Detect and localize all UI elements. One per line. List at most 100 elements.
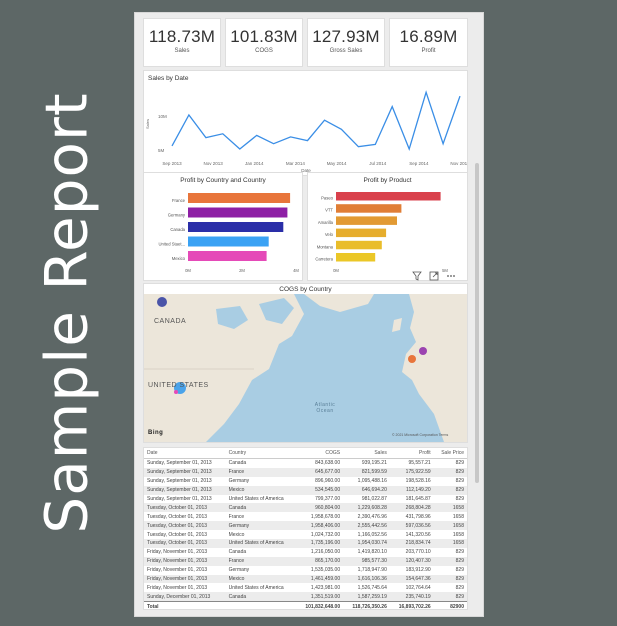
filter-icon[interactable] <box>412 271 422 281</box>
map-bubble[interactable] <box>157 297 167 307</box>
table-cell: 960,804.00 <box>296 503 344 513</box>
page-scrollbar[interactable] <box>475 163 479 483</box>
table-row[interactable]: Sunday, September 01, 2013 United States … <box>144 495 467 504</box>
table-cell: Friday, November 01, 2013 <box>147 549 208 556</box>
table-cell: 829 <box>433 574 467 584</box>
bar[interactable] <box>336 228 387 238</box>
table-cell: 1,958,406.00 <box>296 521 344 531</box>
x-tick-label: 0M <box>185 268 191 273</box>
table-cell: 1658 <box>452 531 464 538</box>
cogs-by-country-visual[interactable]: COGS by Country CANADA UNITED STATES Atl… <box>143 283 468 443</box>
sales-series-line[interactable] <box>171 90 461 151</box>
table-cell: Germany <box>228 478 250 485</box>
kpi-card-cogs[interactable]: 101.83M COGS <box>225 18 303 67</box>
kpi-label: Sales <box>174 48 190 54</box>
x-tick-label: Jan 2014 <box>245 161 264 166</box>
map-label-us: UNITED STATES <box>148 382 209 389</box>
map-bubble[interactable] <box>174 390 178 394</box>
column-header-sale-price[interactable]: Sale Price <box>433 448 467 459</box>
bar[interactable] <box>188 251 267 261</box>
table-row[interactable]: Sunday, September 01, 2013 Canada 843,638.… <box>144 459 467 468</box>
table-cell: Mexico <box>228 531 245 538</box>
column-header-cogs[interactable]: COGS <box>296 448 344 459</box>
table-row[interactable]: Friday, November 01, 2013 United States o… <box>144 583 467 592</box>
bar[interactable] <box>336 216 397 225</box>
table-row[interactable]: Friday, November 01, 2013 Mexico 1,461,459… <box>144 574 467 584</box>
table-cell: 2,390,476.96 <box>357 513 387 520</box>
map-bubble[interactable] <box>419 347 427 355</box>
column-header-profit[interactable]: Profit <box>389 448 434 459</box>
focus-mode-icon[interactable] <box>429 271 439 281</box>
table-row[interactable]: Sunday, December 01, 2013 Canada 1,351,519… <box>144 592 467 602</box>
x-tick-label: Jul 2014 <box>369 161 387 166</box>
more-options-icon[interactable] <box>447 275 455 277</box>
data-table-visual[interactable]: Date Country COGS Sales Profit Sale Pric… <box>143 447 468 610</box>
bar[interactable] <box>336 204 402 213</box>
table-cell: 534,545.00 <box>296 485 344 495</box>
table-cell: France <box>225 556 297 566</box>
table-row[interactable]: Friday, November 01, 2013 Germany 1,535,03… <box>144 566 467 575</box>
table-cell: Friday, November 01, 2013 <box>144 556 226 566</box>
x-tick-label: Mar 2014 <box>286 161 306 166</box>
kpi-value: 118.73M <box>148 27 216 46</box>
table-row[interactable]: Friday, November 01, 2013 France 865,170.0… <box>144 556 467 566</box>
x-tick-label: May 2014 <box>327 161 347 166</box>
bar[interactable] <box>188 207 288 218</box>
table-row[interactable]: Tuesday, October 01, 2013 France 1,958,678… <box>144 512 467 521</box>
table-row[interactable]: Tuesday, October 01, 2013 Germany 1,958,40… <box>144 521 467 531</box>
table-cell: United States of America <box>228 496 284 502</box>
table-cell: Sunday, September 01, 2013 <box>147 460 212 467</box>
table-cell: 829 <box>433 592 467 602</box>
sales-by-date-visual[interactable]: Sales by Date Sales 10M 5M Sep 2013 Nov 2… <box>143 70 468 176</box>
map-canvas[interactable] <box>144 284 467 442</box>
total-cell: 16,893,702.26 <box>389 601 434 609</box>
table-cell: 829 <box>433 485 467 495</box>
bar[interactable] <box>188 236 269 247</box>
bar[interactable] <box>336 240 382 250</box>
bar[interactable] <box>336 253 376 262</box>
table-cell: Canada <box>225 503 297 513</box>
table-cell: United States of America <box>228 584 284 591</box>
table-row[interactable]: Friday, November 01, 2013 Canada 1,216,050… <box>144 548 467 557</box>
y-tick-label: 10M <box>158 114 167 119</box>
kpi-card-profit[interactable]: 16.89M Profit <box>389 18 468 67</box>
column-header-sales[interactable]: Sales <box>343 448 390 459</box>
bar[interactable] <box>188 193 291 203</box>
table-cell: 1,351,519.00 <box>296 592 344 602</box>
table-cell: 646,694.20 <box>343 485 390 495</box>
table-row[interactable]: Sunday, September 01, 2013 Germany 896,960… <box>144 477 467 486</box>
table-row[interactable]: Tuesday, October 01, 2013 United States o… <box>144 539 467 548</box>
table-row[interactable]: Tuesday, October 01, 2013 Mexico 1,024,732… <box>144 530 467 539</box>
table-row[interactable]: Sunday, September 01, 2013 Mexico 534,545.… <box>144 485 467 495</box>
kpi-label: Profit <box>421 48 436 54</box>
kpi-label: COGS <box>255 48 273 54</box>
table-cell: 268,804.28 <box>389 503 434 513</box>
column-header-country[interactable]: Country <box>225 448 297 459</box>
profit-by-product-visual[interactable]: Profit by Product Paseo VTT Amarilla Velo Mo… <box>307 172 468 281</box>
table-cell: United States of America <box>225 539 297 548</box>
total-cell: 118,726,350.26 <box>343 601 390 609</box>
map-bubble[interactable] <box>408 355 416 363</box>
report-canvas: 118.73M Sales 101.83M COGS 127.93M Gross… <box>134 12 484 617</box>
kpi-card-sales[interactable]: 118.73M Sales <box>143 18 221 67</box>
table-row[interactable]: Sunday, September 01, 2013 France 645,677.… <box>144 467 467 477</box>
profit-by-country-visual[interactable]: Profit by Country and Country France Germ… <box>143 172 303 281</box>
table-row[interactable]: Tuesday, October 01, 2013 Canada 960,804.0… <box>144 503 467 513</box>
bar[interactable] <box>188 222 284 232</box>
table-cell: 1,735,196.00 <box>296 539 344 548</box>
table-cell: 1,461,459.00 <box>296 574 344 584</box>
column-header-date[interactable]: Date <box>144 448 226 459</box>
x-axis-label: Date <box>301 168 311 173</box>
kpi-card-gross-sales[interactable]: 127.93M Gross Sales <box>307 18 385 67</box>
bar[interactable] <box>336 192 441 201</box>
x-tick-label: 0M <box>333 268 339 273</box>
table-cell: France <box>225 467 297 477</box>
table-cell: 1,954,030.74 <box>343 539 390 548</box>
category-label: Carretera <box>315 257 333 262</box>
table-cell: 1658 <box>452 513 464 520</box>
table-header-row: Date Country COGS Sales Profit Sale Pric… <box>144 448 467 459</box>
category-label: Germany <box>168 213 186 218</box>
table-cell: 112,149.20 <box>389 485 434 495</box>
table-total-row: Total 101,832,648.00 118,726,350.26 16,8… <box>144 601 467 609</box>
table-cell: Mexico <box>225 574 297 584</box>
